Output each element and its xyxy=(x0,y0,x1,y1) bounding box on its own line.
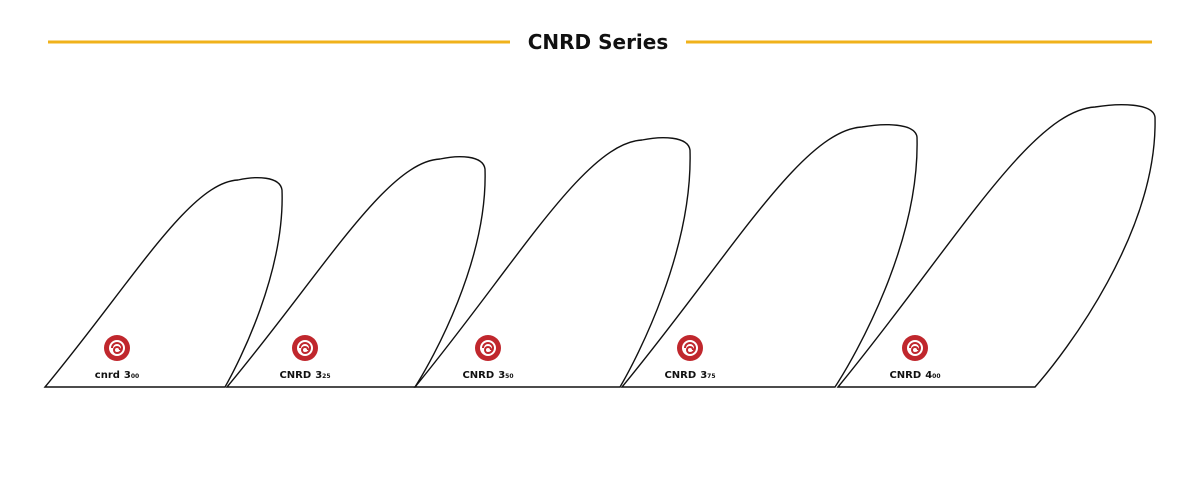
fin-brand: cnrd xyxy=(95,370,120,381)
fin-decimal: 25 xyxy=(322,373,330,380)
fin-brand: CNRD xyxy=(462,370,494,381)
fin-outline xyxy=(413,137,691,388)
logo-swirl xyxy=(482,342,494,355)
fins: cnrd 300 CNRD 325 CNRD 350 CNRD 375 CNRD 400 xyxy=(43,104,1156,388)
series-title: CNRD Series xyxy=(528,30,669,54)
fin-outline xyxy=(225,156,486,388)
fin-size: 3 xyxy=(315,370,322,381)
fin-label: CNRD 325 xyxy=(279,370,330,381)
fin-decimal: 50 xyxy=(505,373,513,380)
fin-brand: CNRD xyxy=(279,370,311,381)
fin-brand: CNRD xyxy=(889,370,921,381)
logo-swirl xyxy=(111,342,123,355)
fin-outline xyxy=(43,177,283,388)
fin-size: 3 xyxy=(498,370,505,381)
fin-label: CNRD 350 xyxy=(462,370,513,381)
fin-label: cnrd 300 xyxy=(95,370,139,381)
fin-decimal: 00 xyxy=(932,373,940,380)
logo-swirl xyxy=(909,342,921,355)
logo-swirl xyxy=(299,342,311,355)
fin-decimal: 75 xyxy=(707,373,715,380)
fin-decimal: 00 xyxy=(131,373,139,380)
fin-size: 3 xyxy=(700,370,707,381)
fin-size: 4 xyxy=(925,370,932,381)
fin-size: 3 xyxy=(124,370,131,381)
fin-brand: CNRD xyxy=(664,370,696,381)
logo-swirl xyxy=(684,342,696,355)
fin-outline xyxy=(836,104,1156,388)
fin-label: CNRD 375 xyxy=(664,370,715,381)
fin-outline xyxy=(620,124,918,388)
fin-label: CNRD 400 xyxy=(889,370,940,381)
